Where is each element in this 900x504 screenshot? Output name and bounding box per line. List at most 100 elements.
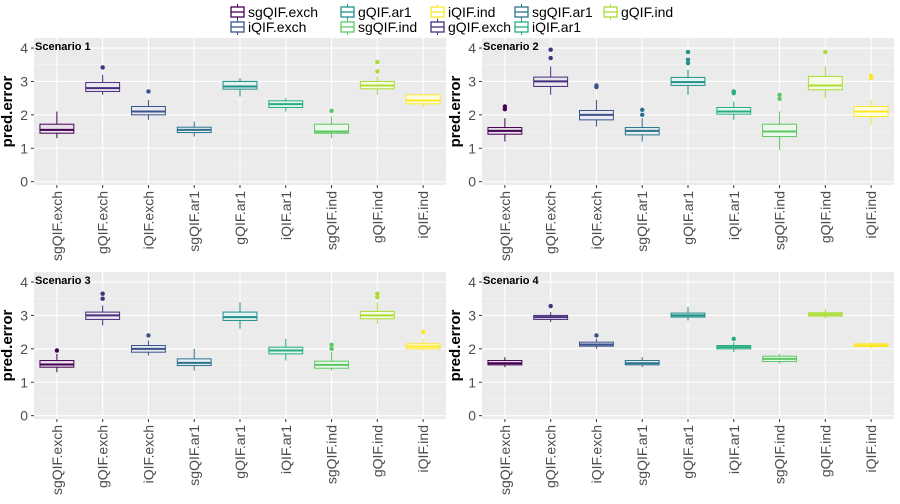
x-tick-label: gQIF.exch xyxy=(95,425,111,488)
x-tick-label: sgQIF.ar1 xyxy=(186,425,202,486)
y-tick-label: 4 xyxy=(468,40,476,56)
x-tick-label: gQIF.ar1 xyxy=(232,191,248,245)
box-iqif-exch xyxy=(579,83,614,127)
box-sgqif-ind xyxy=(762,92,797,150)
y-tick-label: 2 xyxy=(20,107,28,123)
y-tick-label: 1 xyxy=(468,374,476,390)
outlier-point xyxy=(54,348,60,353)
x-tick-label: sgQIF.ar1 xyxy=(634,425,650,486)
y-axis-label: pred.error xyxy=(447,309,464,381)
x-tick-label: iQIF.ind xyxy=(415,191,431,238)
x-tick-label: gQIF.exch xyxy=(543,191,559,254)
box-iqif-exch xyxy=(579,333,614,349)
x-tick-label: iQIF.exch xyxy=(588,191,604,249)
legend-label: iQIF.exch xyxy=(248,19,306,35)
x-tick-label: sgQIF.exch xyxy=(497,191,513,261)
box-gqif-ar1 xyxy=(222,302,258,329)
scenario-panel-4: 0 1 2 3 4 pred.error sgQIF.exch gQIF.exch iQIF.e… xyxy=(447,272,894,495)
box-sgqif-ind xyxy=(762,353,797,364)
x-tick-label: sgQIF.ind xyxy=(772,425,788,484)
box-body xyxy=(807,75,843,91)
x-tick-label: iQIF.ind xyxy=(415,425,431,472)
box-sgqif-ind xyxy=(314,342,349,371)
outlier-point xyxy=(594,83,599,88)
box-sgqif-ar1 xyxy=(624,107,660,142)
box-gqif-exch xyxy=(533,47,569,95)
y-tick-label: 2 xyxy=(20,341,28,357)
x-tick-label: gQIF.ar1 xyxy=(680,425,696,479)
legend-item-sgqif-ind: sgQIF.ind xyxy=(340,19,417,35)
box-gqif-ar1 xyxy=(670,307,706,321)
y-tick-label: 4 xyxy=(468,274,476,290)
box-gqif-exch xyxy=(85,65,121,95)
y-tick-label: 0 xyxy=(468,174,476,190)
y-tick-label: 2 xyxy=(468,341,476,357)
outlier-point xyxy=(685,57,691,62)
box-iqif-ind xyxy=(405,329,441,351)
box-sgqif-exch xyxy=(487,357,523,368)
outlier-point xyxy=(640,112,645,118)
x-tick-label: sgQIF.ind xyxy=(324,425,340,484)
box-gqif-exch xyxy=(533,303,569,323)
legend-item-gqif-ar1: gQIF.ar1 xyxy=(340,4,412,20)
box-iqif-ar1 xyxy=(268,338,304,361)
box-iqif-ar1 xyxy=(268,98,304,112)
outlier-point xyxy=(548,55,553,61)
x-tick-label: sgQIF.ind xyxy=(324,191,340,250)
outlier-point xyxy=(375,291,380,296)
outlier-point xyxy=(777,96,782,102)
box-gqif-exch xyxy=(85,291,121,326)
legend-item-gqif-exch: gQIF.exch xyxy=(430,19,511,35)
box-gqif-ind xyxy=(807,49,843,99)
x-tick-label: iQIF.ar1 xyxy=(726,191,742,240)
outlier-point xyxy=(375,69,380,74)
x-tick-label: iQIF.exch xyxy=(140,191,156,249)
outlier-point xyxy=(548,303,553,309)
y-tick-label: 4 xyxy=(20,40,28,56)
panel-title: Scenario 3 xyxy=(35,275,91,287)
outlier-point xyxy=(329,108,334,114)
box-gqif-ind xyxy=(359,291,395,324)
x-tick-label: sgQIF.exch xyxy=(497,425,513,495)
x-tick-label: sgQIF.ar1 xyxy=(186,191,202,252)
y-tick-label: 3 xyxy=(20,73,28,89)
box-gqif-ind xyxy=(807,308,843,319)
outlier-point xyxy=(823,49,828,55)
outlier-point xyxy=(100,296,105,301)
x-tick-label: iQIF.ind xyxy=(863,191,879,238)
legend-label: iQIF.ind xyxy=(448,4,495,20)
x-tick-label: gQIF.exch xyxy=(95,191,111,254)
outlier-point xyxy=(685,49,691,55)
panel-title: Scenario 4 xyxy=(483,275,540,287)
legend-label: sgQIF.exch xyxy=(248,4,318,20)
legend-label: sgQIF.ar1 xyxy=(532,4,593,20)
y-axis-label: pred.error xyxy=(0,75,16,147)
panel-title: Scenario 2 xyxy=(483,41,539,53)
y-axis-label: pred.error xyxy=(0,309,16,381)
box-sgqif-ind xyxy=(314,108,349,139)
legend-label: iQIF.ar1 xyxy=(532,19,581,35)
y-tick-label: 1 xyxy=(20,374,28,390)
box-body xyxy=(405,94,441,105)
x-tick-label: sgQIF.exch xyxy=(49,191,65,261)
x-tick-label: iQIF.ar1 xyxy=(278,425,294,474)
outlier-point xyxy=(375,294,380,300)
box-sgqif-exch xyxy=(39,348,75,373)
box-body xyxy=(85,81,121,92)
x-tick-label: gQIF.ind xyxy=(369,425,385,477)
outlier-point xyxy=(146,89,151,94)
box-gqif-ind xyxy=(359,59,395,95)
legend-item-gqif-ind: gQIF.ind xyxy=(603,4,673,20)
x-tick-label: gQIF.ind xyxy=(369,191,385,243)
x-tick-label: sgQIF.ind xyxy=(772,191,788,250)
outlier-point xyxy=(868,73,874,78)
outlier-point xyxy=(685,60,691,66)
box-sgqif-ar1 xyxy=(176,348,212,371)
outlier-point xyxy=(594,333,599,338)
box-iqif-ar1 xyxy=(716,336,752,353)
outlier-point xyxy=(100,65,105,70)
box-iqif-ar1 xyxy=(716,89,752,120)
box-body xyxy=(762,123,797,138)
panels: 0 1 2 3 4 pred.error sgQIF.exch gQIF.exch iQIF.e… xyxy=(0,38,894,495)
